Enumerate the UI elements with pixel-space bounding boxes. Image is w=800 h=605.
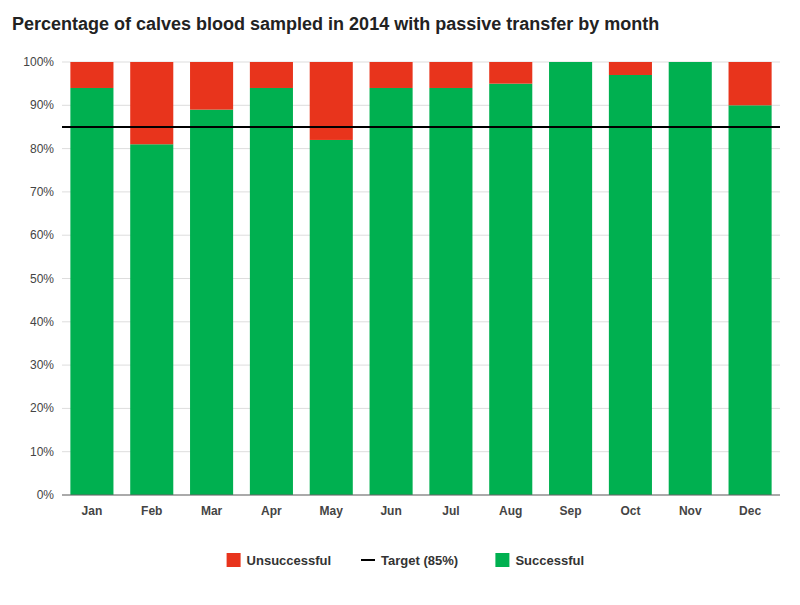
y-tick-label: 40% bbox=[30, 315, 54, 329]
bar bbox=[310, 62, 353, 140]
y-tick-label: 70% bbox=[30, 185, 54, 199]
legend-label: Successful bbox=[515, 553, 584, 568]
bar bbox=[729, 62, 772, 105]
bar bbox=[489, 62, 532, 84]
bar bbox=[190, 62, 233, 110]
y-tick-label: 50% bbox=[30, 272, 54, 286]
bar bbox=[250, 62, 293, 88]
y-tick-label: 90% bbox=[30, 98, 54, 112]
grid bbox=[62, 62, 780, 495]
bar bbox=[250, 88, 293, 495]
x-tick-label: Nov bbox=[679, 504, 702, 518]
bar bbox=[310, 140, 353, 495]
x-tick-label: Feb bbox=[141, 504, 162, 518]
x-tick-label: Oct bbox=[620, 504, 640, 518]
y-tick-label: 0% bbox=[37, 488, 55, 502]
bar bbox=[489, 84, 532, 495]
x-tick-label: Aug bbox=[499, 504, 522, 518]
y-tick-label: 60% bbox=[30, 228, 54, 242]
x-tick-label: Apr bbox=[261, 504, 282, 518]
bar bbox=[370, 88, 413, 495]
legend-swatch bbox=[495, 553, 509, 567]
bar bbox=[70, 62, 113, 88]
x-tick-label: Dec bbox=[739, 504, 761, 518]
bar bbox=[370, 62, 413, 88]
bar bbox=[609, 75, 652, 495]
bars bbox=[62, 62, 780, 495]
x-axis-line bbox=[62, 495, 780, 496]
legend-swatch bbox=[227, 553, 241, 567]
legend-swatch bbox=[361, 559, 375, 561]
y-tick-label: 100% bbox=[23, 55, 54, 69]
x-tick-label: Jan bbox=[82, 504, 103, 518]
title: Percentage of calves blood sampled in 20… bbox=[12, 14, 659, 34]
bar bbox=[130, 62, 173, 144]
x-tick-label: Jun bbox=[380, 504, 401, 518]
bar bbox=[70, 88, 113, 495]
bar bbox=[429, 62, 472, 88]
target-line bbox=[62, 126, 780, 128]
y-tick-label: 80% bbox=[30, 142, 54, 156]
x-tick-label: Jul bbox=[442, 504, 459, 518]
grid-line bbox=[62, 495, 780, 496]
x-tick-label: May bbox=[320, 504, 344, 518]
bar bbox=[669, 62, 712, 63]
bar bbox=[729, 105, 772, 495]
bar bbox=[130, 144, 173, 495]
chart-container: Percentage of calves blood sampled in 20… bbox=[0, 0, 800, 605]
y-tick-label: 20% bbox=[30, 401, 54, 415]
bar bbox=[429, 88, 472, 495]
x-tick-label: Sep bbox=[560, 504, 582, 518]
x-tick-label: Mar bbox=[201, 504, 223, 518]
legend-label: Unsuccessful bbox=[247, 553, 332, 568]
chart-svg: Percentage of calves blood sampled in 20… bbox=[0, 0, 800, 605]
y-tick-label: 10% bbox=[30, 445, 54, 459]
bar bbox=[609, 62, 652, 75]
bar bbox=[549, 62, 592, 63]
y-tick-label: 30% bbox=[30, 358, 54, 372]
legend-label: Target (85%) bbox=[381, 553, 458, 568]
legend: Unsuccessful Target (85%) Successful bbox=[227, 553, 584, 568]
bar bbox=[190, 110, 233, 495]
